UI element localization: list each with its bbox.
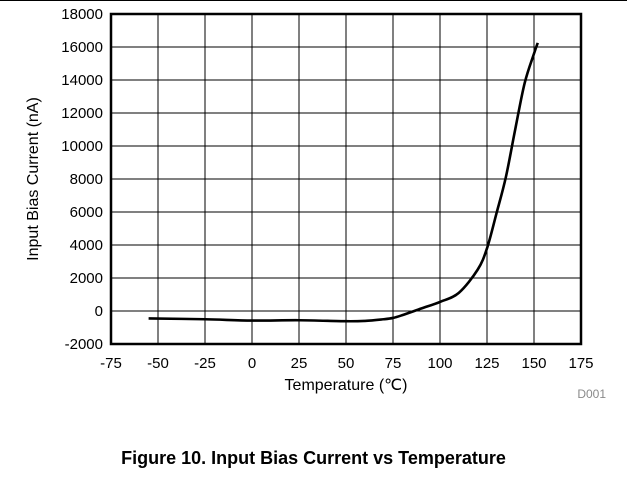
y-tick-label: -2000 xyxy=(65,336,103,353)
y-tick-label: 12000 xyxy=(61,105,103,122)
top-rule xyxy=(0,0,627,1)
figure-caption: Figure 10. Input Bias Current vs Tempera… xyxy=(121,448,506,468)
x-tick-label: -25 xyxy=(194,355,216,372)
x-tick-label: 0 xyxy=(248,355,256,372)
y-tick-label: 10000 xyxy=(61,138,103,155)
x-tick-label: 75 xyxy=(385,355,402,372)
y-tick-label: 16000 xyxy=(61,39,103,56)
y-tick-label: 18000 xyxy=(61,6,103,23)
y-axis-label: Input Bias Current (nA) xyxy=(25,97,42,261)
series-line xyxy=(148,42,539,323)
x-tick-label: 25 xyxy=(291,355,308,372)
x-tick-label: 175 xyxy=(568,355,593,372)
x-tick-label: 50 xyxy=(338,355,355,372)
x-tick-label: -75 xyxy=(100,355,122,372)
y-tick-label: 4000 xyxy=(70,237,103,254)
chart: -75 -50 -25 0 25 50 75 100 125 150 175 -2000 0 2000 40… xyxy=(25,6,606,401)
x-tick-label: -50 xyxy=(147,355,169,372)
x-tick-label: 100 xyxy=(427,355,452,372)
x-tick-label: 150 xyxy=(521,355,546,372)
y-tick-label: 2000 xyxy=(70,270,103,287)
y-tick-label: 14000 xyxy=(61,72,103,89)
y-tick-label: 8000 xyxy=(70,171,103,188)
x-axis-label: Temperature (℃) xyxy=(285,377,408,394)
y-tick-label: 6000 xyxy=(70,204,103,221)
y-tick-label: 0 xyxy=(95,303,103,320)
plot-frame xyxy=(109,12,583,346)
figure-id-annotation: D001 xyxy=(577,387,606,401)
x-tick-label: 125 xyxy=(474,355,499,372)
